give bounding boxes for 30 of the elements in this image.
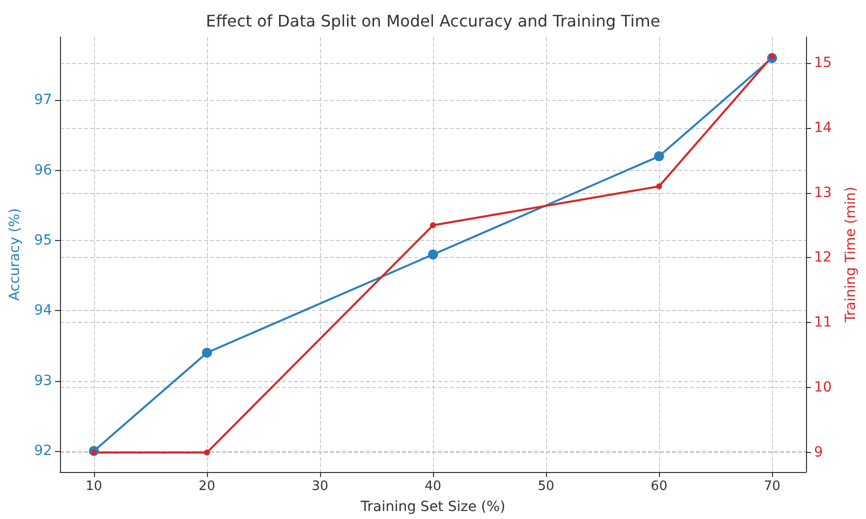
y-axis-title: Accuracy (%) xyxy=(7,208,23,301)
y-tick-label: 92 xyxy=(34,442,52,459)
x-tick-label: 30 xyxy=(312,479,328,494)
point xyxy=(654,151,664,162)
y2-tick-label: 15 xyxy=(814,54,832,71)
y2-tick-label: 11 xyxy=(814,314,832,331)
point xyxy=(202,348,212,358)
point xyxy=(428,250,438,260)
x-tick-label: 70 xyxy=(764,479,780,494)
x-tick-label: 20 xyxy=(198,479,216,494)
y2-tick-label: 14 xyxy=(814,120,832,136)
point xyxy=(430,222,436,228)
y-tick-label: 94 xyxy=(34,302,52,319)
x-tick-label: 10 xyxy=(86,479,102,494)
x-tick-label: 40 xyxy=(424,479,442,494)
x-tick-label: 50 xyxy=(538,479,554,494)
y-tick-label: 97 xyxy=(34,92,52,108)
y2-tick-label: 10 xyxy=(814,380,832,396)
y-tick-label: 95 xyxy=(34,232,52,248)
y2-tick-label: 13 xyxy=(814,184,832,201)
point xyxy=(204,450,210,456)
y2-tick-label: 9 xyxy=(814,444,823,461)
y2-tick-label: 12 xyxy=(814,250,832,266)
x-tick-label: 60 xyxy=(650,479,668,494)
chart-title: Effect of Data Split on Model Accuracy and Training Time xyxy=(206,12,660,30)
y2-axis-title: Training Time (min) xyxy=(843,186,859,324)
y-tick-label: 93 xyxy=(34,372,52,389)
point xyxy=(656,183,662,190)
x-axis-title: Training Set Size (%) xyxy=(360,499,506,515)
y-tick-label: 96 xyxy=(34,162,52,178)
